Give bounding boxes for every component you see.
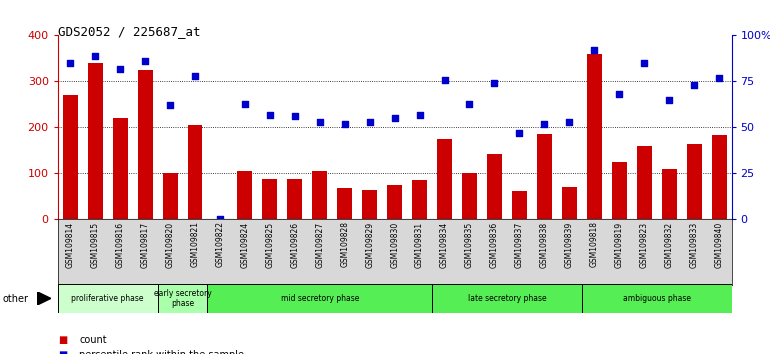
Bar — [287, 179, 303, 219]
Point — [563, 119, 575, 125]
Point — [89, 53, 102, 58]
Point — [514, 130, 526, 136]
Text: GSM109823: GSM109823 — [640, 222, 648, 268]
Polygon shape — [37, 292, 51, 305]
Bar — [337, 188, 352, 219]
Bar — [537, 134, 552, 219]
Bar — [487, 154, 502, 219]
Text: GSM109824: GSM109824 — [240, 222, 249, 268]
Bar — [313, 171, 327, 219]
Text: GSM109838: GSM109838 — [540, 222, 549, 268]
Bar — [512, 191, 527, 219]
Bar — [661, 169, 677, 219]
Text: GSM109821: GSM109821 — [190, 222, 199, 267]
Point — [538, 121, 551, 127]
Point — [438, 77, 450, 82]
Point — [488, 80, 500, 86]
Bar — [62, 95, 78, 219]
Point — [239, 101, 251, 106]
Point — [588, 47, 601, 53]
Bar — [162, 173, 178, 219]
Point — [713, 75, 725, 81]
Bar — [587, 54, 601, 219]
Text: GSM109837: GSM109837 — [515, 222, 524, 268]
Point — [289, 114, 301, 119]
Bar — [432, 284, 582, 313]
Text: GSM109832: GSM109832 — [665, 222, 674, 268]
Text: count: count — [79, 335, 107, 344]
Text: GSM109816: GSM109816 — [116, 222, 125, 268]
Bar — [582, 284, 732, 313]
Bar — [237, 171, 253, 219]
Text: GSM109818: GSM109818 — [590, 222, 599, 267]
Point — [363, 119, 376, 125]
Text: late secretory phase: late secretory phase — [467, 294, 546, 303]
Bar — [711, 135, 727, 219]
Point — [688, 82, 700, 88]
Text: ambiguous phase: ambiguous phase — [623, 294, 691, 303]
Bar — [263, 179, 277, 219]
Text: GSM109835: GSM109835 — [465, 222, 474, 268]
Point — [189, 73, 201, 79]
Text: GSM109834: GSM109834 — [440, 222, 449, 268]
Text: GSM109831: GSM109831 — [415, 222, 424, 268]
Point — [413, 112, 426, 118]
Point — [638, 60, 651, 66]
Bar — [112, 118, 128, 219]
Point — [388, 115, 400, 121]
Bar — [88, 63, 102, 219]
Bar — [637, 146, 651, 219]
Point — [214, 217, 226, 222]
Bar — [462, 173, 477, 219]
Text: ■: ■ — [58, 335, 67, 344]
Point — [313, 119, 326, 125]
Text: GSM109840: GSM109840 — [715, 222, 724, 268]
Point — [339, 121, 351, 127]
Bar — [188, 125, 203, 219]
Bar — [158, 284, 207, 313]
Text: GSM109817: GSM109817 — [141, 222, 149, 268]
Bar — [437, 139, 452, 219]
Text: GSM109827: GSM109827 — [315, 222, 324, 268]
Text: GSM109829: GSM109829 — [365, 222, 374, 268]
Point — [139, 58, 151, 64]
Bar — [611, 162, 627, 219]
Text: GSM109836: GSM109836 — [490, 222, 499, 268]
Text: GSM109830: GSM109830 — [390, 222, 399, 268]
Text: mid secretory phase: mid secretory phase — [280, 294, 359, 303]
Text: GDS2052 / 225687_at: GDS2052 / 225687_at — [58, 25, 200, 38]
Text: GSM109819: GSM109819 — [614, 222, 624, 268]
Text: GSM109820: GSM109820 — [166, 222, 175, 268]
Text: ■: ■ — [58, 350, 67, 354]
Text: early secretory
phase: early secretory phase — [154, 289, 212, 308]
Text: percentile rank within the sample: percentile rank within the sample — [79, 350, 244, 354]
Bar — [362, 189, 377, 219]
Bar — [687, 143, 701, 219]
Point — [663, 97, 675, 103]
Text: GSM109825: GSM109825 — [266, 222, 274, 268]
Point — [64, 60, 76, 66]
Text: GSM109828: GSM109828 — [340, 222, 350, 267]
Bar — [412, 181, 427, 219]
Bar — [58, 284, 158, 313]
Text: GSM109814: GSM109814 — [65, 222, 75, 268]
Bar — [387, 185, 402, 219]
Bar — [207, 284, 432, 313]
Point — [464, 101, 476, 106]
Bar — [562, 187, 577, 219]
Text: GSM109815: GSM109815 — [91, 222, 99, 268]
Text: GSM109826: GSM109826 — [290, 222, 300, 268]
Point — [164, 103, 176, 108]
Text: proliferative phase: proliferative phase — [72, 294, 144, 303]
Text: other: other — [2, 294, 28, 304]
Point — [263, 112, 276, 118]
Text: GSM109822: GSM109822 — [216, 222, 224, 267]
Point — [613, 91, 625, 97]
Bar — [138, 70, 152, 219]
Point — [114, 66, 126, 72]
Text: GSM109833: GSM109833 — [690, 222, 698, 268]
Text: GSM109839: GSM109839 — [565, 222, 574, 268]
